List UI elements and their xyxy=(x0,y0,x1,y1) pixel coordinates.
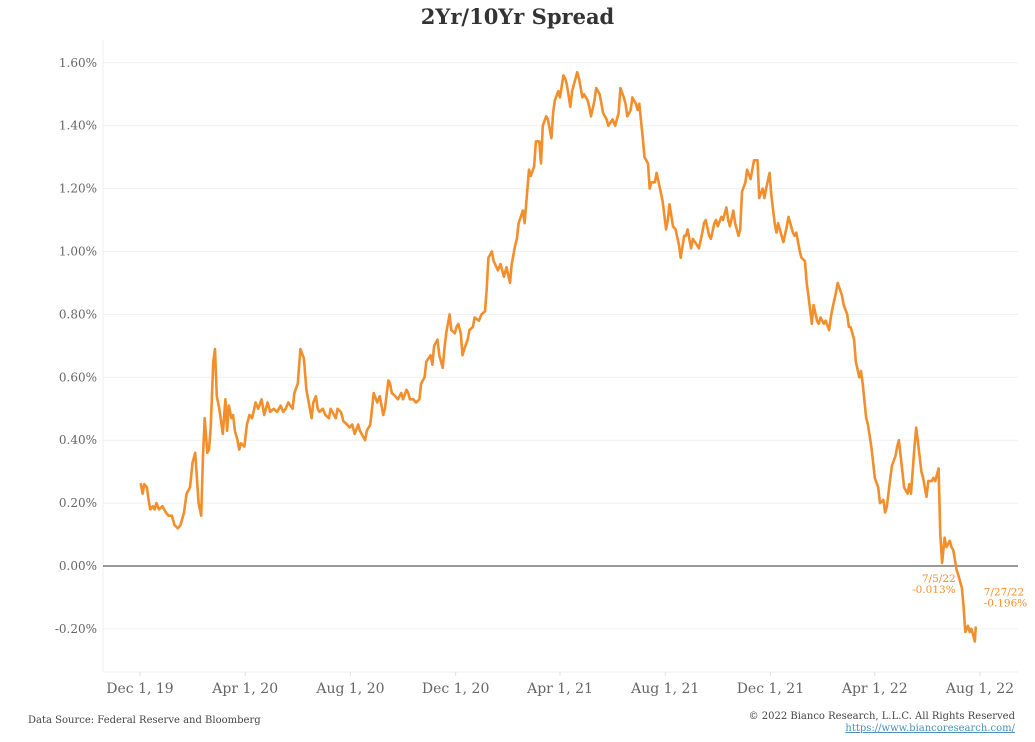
series-line xyxy=(139,70,978,643)
copyright-text: © 2022 Bianco Research, L.L.C. All Right… xyxy=(748,711,1015,722)
y-tick-label: 0.20% xyxy=(59,496,97,510)
copyright-block: © 2022 Bianco Research, L.L.C. All Right… xyxy=(749,711,1015,735)
x-tick-label: Dec 1, 20 xyxy=(422,681,489,697)
y-tick-label: 1.00% xyxy=(59,245,97,259)
annotations: 7/5/22-0.013% 7/27/22-0.196% xyxy=(912,573,1027,610)
y-tick-label: 0.40% xyxy=(59,433,97,447)
x-tick-label: Aug 1, 21 xyxy=(630,681,699,697)
y-tick-label: 1.20% xyxy=(59,182,97,196)
x-axis: Dec 1, 19 Apr 1, 20 Aug 1, 20 Dec 1, 20 Apr … xyxy=(106,672,1014,697)
x-tick-label: Dec 1, 19 xyxy=(106,681,173,697)
x-tick-label: Apr 1, 20 xyxy=(211,681,278,697)
y-tick-label: 1.40% xyxy=(59,119,97,133)
y-axis: 1.60% 1.40% 1.20% 1.00% 0.80% 0.60% 0.40% 0.20%… xyxy=(55,56,97,636)
website-link[interactable]: https://www.biancoresearch.com/ xyxy=(845,723,1015,734)
data-source-note: Data Source: Federal Reserve and Bloombe… xyxy=(28,715,261,726)
y-tick-label: 0.80% xyxy=(59,307,97,321)
x-tick-label: Apr 1, 22 xyxy=(841,681,908,697)
x-tick-label: Aug 1, 22 xyxy=(945,681,1014,697)
y-tick-label: 1.60% xyxy=(59,56,97,70)
x-tick-label: Apr 1, 21 xyxy=(526,681,593,697)
annotation-value: -0.013% xyxy=(912,584,956,596)
y-tick-label: -0.20% xyxy=(55,622,97,636)
annotation-date: 7/5/22 xyxy=(922,573,956,585)
x-tick-label: Aug 1, 20 xyxy=(315,681,384,697)
annotation-value: -0.196% xyxy=(984,598,1028,610)
chart-title: 2Yr/10Yr Spread xyxy=(420,4,615,29)
y-tick-label: 0.60% xyxy=(59,370,97,384)
gridlines xyxy=(102,40,1018,673)
x-tick-label: Dec 1, 21 xyxy=(737,681,804,697)
series-layer xyxy=(139,70,978,643)
annotation-date: 7/27/22 xyxy=(984,587,1024,599)
y-tick-label: 0.00% xyxy=(59,559,97,573)
